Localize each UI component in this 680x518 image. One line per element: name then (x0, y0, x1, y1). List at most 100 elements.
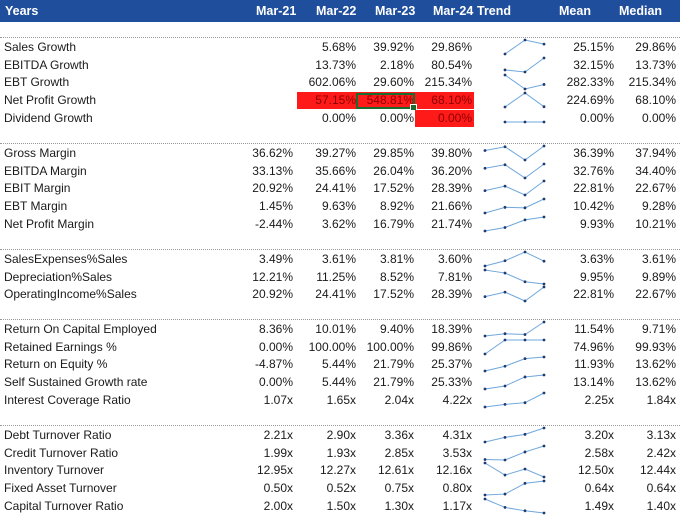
value-cell[interactable]: 17.52% (373, 287, 414, 302)
median-cell[interactable]: 37.94% (635, 146, 676, 160)
active-cell-selection[interactable] (356, 93, 417, 112)
mean-cell[interactable]: 9.93% (579, 216, 614, 231)
value-cell[interactable]: 3.81% (379, 252, 414, 266)
row-label[interactable]: EBT Margin (4, 199, 68, 214)
mean-cell[interactable]: 11.93% (574, 357, 614, 372)
mean-cell[interactable]: 10.42% (573, 199, 614, 214)
mean-cell[interactable]: 3.20x (584, 428, 614, 442)
median-cell[interactable]: 3.61% (641, 252, 676, 266)
value-cell[interactable]: 1.30x (384, 498, 414, 513)
mean-cell[interactable]: 32.76% (573, 163, 614, 178)
value-cell[interactable]: 12.21% (252, 269, 293, 284)
value-cell[interactable]: 12.16x (435, 463, 472, 478)
value-cell[interactable]: 2.00x (263, 498, 293, 513)
row-label[interactable]: Return On Capital Employed (4, 322, 157, 336)
value-cell[interactable]: 602.06% (308, 75, 356, 90)
value-cell[interactable]: 3.62% (321, 216, 356, 231)
value-cell[interactable]: 20.92% (252, 287, 293, 302)
mean-cell[interactable]: 3.63% (579, 252, 614, 266)
median-cell[interactable]: 34.40% (635, 163, 676, 178)
mean-cell[interactable]: 2.25x (584, 392, 614, 407)
value-cell[interactable]: 9.40% (379, 322, 414, 336)
value-cell[interactable]: 16.79% (373, 216, 414, 231)
mean-cell[interactable]: 13.14% (573, 375, 614, 390)
value-cell[interactable]: 36.62% (252, 146, 293, 160)
value-cell[interactable]: 4.22x (442, 392, 472, 407)
value-cell[interactable]: 12.61x (377, 463, 414, 478)
value-cell[interactable]: 1.93x (326, 445, 356, 460)
value-cell[interactable]: 0.00% (321, 110, 356, 125)
value-cell[interactable]: 33.13% (252, 163, 293, 178)
value-cell[interactable]: 12.27x (319, 463, 356, 478)
row-label[interactable]: Retained Earnings % (4, 339, 117, 354)
value-cell[interactable]: 5.44% (321, 375, 356, 390)
value-cell[interactable]: 1.07x (263, 392, 293, 407)
value-cell[interactable]: 24.41% (315, 181, 356, 196)
mean-cell[interactable]: 25.15% (573, 40, 614, 54)
median-cell[interactable]: 2.42x (646, 445, 676, 460)
median-cell[interactable]: 99.93% (635, 339, 676, 354)
value-cell[interactable]: -4.87% (254, 357, 293, 372)
value-cell[interactable]: 1.45% (258, 199, 293, 214)
value-cell[interactable]: 9.63% (321, 199, 356, 214)
mean-cell[interactable]: 0.00% (579, 110, 614, 125)
median-cell[interactable]: 9.71% (641, 322, 676, 336)
row-label[interactable]: Credit Turnover Ratio (4, 445, 119, 460)
value-cell[interactable]: 3.53x (442, 445, 472, 460)
value-cell[interactable]: 1.65x (326, 392, 356, 407)
mean-cell[interactable]: 11.54% (574, 322, 614, 336)
value-cell[interactable]: 21.74% (431, 216, 472, 231)
value-cell[interactable]: 0.00% (437, 110, 472, 125)
value-cell[interactable]: 3.61% (321, 252, 356, 266)
value-cell[interactable]: 0.80x (442, 481, 472, 496)
median-cell[interactable]: 12.44x (639, 463, 676, 478)
median-cell[interactable]: 29.86% (635, 40, 676, 54)
value-cell[interactable]: 215.34% (424, 75, 472, 90)
median-cell[interactable]: 9.89% (641, 269, 676, 284)
value-cell[interactable]: 39.80% (431, 146, 472, 160)
mean-cell[interactable]: 22.81% (573, 181, 614, 196)
value-cell[interactable]: 17.52% (373, 181, 414, 196)
value-cell[interactable]: 68.10% (431, 93, 472, 108)
value-cell[interactable]: 36.20% (431, 163, 472, 178)
value-cell[interactable]: 12.95x (256, 463, 293, 478)
row-label[interactable]: Capital Turnover Ratio (4, 498, 124, 513)
row-label[interactable]: Inventory Turnover (4, 463, 105, 478)
mean-cell[interactable]: 282.33% (566, 75, 614, 90)
mean-cell[interactable]: 36.39% (573, 146, 614, 160)
mean-cell[interactable]: 2.58x (584, 445, 614, 460)
value-cell[interactable]: 8.52% (379, 269, 414, 284)
value-cell[interactable]: 2.18% (379, 57, 414, 72)
value-cell[interactable]: 26.04% (373, 163, 414, 178)
value-cell[interactable]: 29.60% (373, 75, 414, 90)
row-label[interactable]: Dividend Growth (4, 110, 93, 125)
row-label[interactable]: EBT Growth (4, 75, 70, 90)
mean-cell[interactable]: 22.81% (573, 287, 614, 302)
value-cell[interactable]: 25.37% (431, 357, 472, 372)
value-cell[interactable]: 8.36% (258, 322, 293, 336)
row-label[interactable]: Depreciation%Sales (4, 269, 113, 284)
row-label[interactable]: EBIT Margin (4, 181, 71, 196)
median-cell[interactable]: 10.21% (635, 216, 676, 231)
row-label[interactable]: Return on Equity % (4, 357, 108, 372)
row-label[interactable]: Self Sustained Growth rate (4, 375, 148, 390)
value-cell[interactable]: 5.44% (321, 357, 356, 372)
value-cell[interactable]: 0.75x (384, 481, 414, 496)
row-label[interactable]: SalesExpenses%Sales (4, 252, 128, 266)
value-cell[interactable]: 99.86% (431, 339, 472, 354)
median-cell[interactable]: 13.62% (635, 357, 676, 372)
value-cell[interactable]: 29.85% (373, 146, 414, 160)
value-cell[interactable]: 25.33% (431, 375, 472, 390)
value-cell[interactable]: 4.31x (442, 428, 472, 442)
row-label[interactable]: Fixed Asset Turnover (4, 481, 117, 496)
value-cell[interactable]: 57.15% (315, 93, 356, 108)
value-cell[interactable]: 8.92% (379, 199, 414, 214)
mean-cell[interactable]: 9.95% (579, 269, 614, 284)
median-cell[interactable]: 215.34% (628, 75, 676, 90)
row-label[interactable]: Gross Margin (4, 146, 77, 160)
value-cell[interactable]: 2.85x (384, 445, 414, 460)
value-cell[interactable]: 1.17x (442, 498, 472, 513)
median-cell[interactable]: 1.84x (646, 392, 676, 407)
value-cell[interactable]: 2.90x (326, 428, 356, 442)
row-label[interactable]: Net Profit Growth (4, 93, 97, 108)
